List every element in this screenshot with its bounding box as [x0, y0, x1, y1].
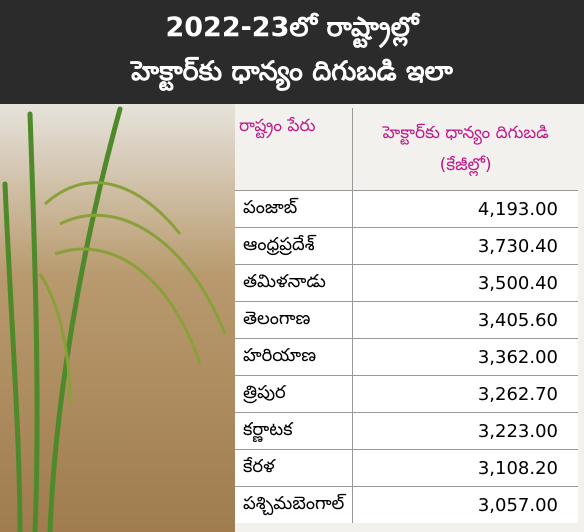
yield-cell: 4,193.00 — [352, 190, 578, 228]
table-row: పశ్చిమబెంగాల్ 3,057.00 — [235, 486, 578, 523]
state-cell: పశ్చిమబెంగాల్ — [235, 486, 353, 523]
table-row: హరియాణ 3,362.00 — [235, 338, 578, 376]
table-row: ఆంధ్రప్రదేశ్ 3,730.40 — [235, 227, 578, 265]
table-row: తమిళనాడు 3,500.40 — [235, 264, 578, 302]
table-row: తెలంగాణ 3,405.60 — [235, 301, 578, 339]
column-header: హెక్టార్‌కు ధాన్యం దిగుబడి (కేజీల్లో) — [352, 108, 578, 191]
yield-cell: 3,262.70 — [352, 375, 578, 413]
table-row: త్రిపుర 3,262.70 — [235, 375, 578, 413]
state-cell: తెలంగాణ — [235, 301, 353, 339]
yield-cell: 3,057.00 — [352, 486, 578, 523]
yield-cell: 3,362.00 — [352, 338, 578, 376]
state-cell: పంజాబ్ — [235, 190, 353, 228]
header: 2022-23లో రాష్ట్రాల్లో హెక్టార్‌కు ధాన్య… — [0, 0, 584, 104]
yield-cell: 3,223.00 — [352, 412, 578, 450]
title-line: 2022-23లో రాష్ట్రాల్లో — [165, 12, 419, 43]
yield-cell: 3,730.40 — [352, 227, 578, 265]
yield-cell: 3,500.40 — [352, 264, 578, 302]
table-row: పంజాబ్ 4,193.00 — [235, 190, 578, 228]
column-header: రాష్ట్రం పేరు — [239, 116, 316, 136]
title-line: హెక్టార్‌కు ధాన్యం దిగుబడి ఇలా — [131, 56, 453, 87]
table-row: కేరళ 3,108.20 — [235, 449, 578, 487]
yield-table: రాష్ట్రం పేరు హెక్టార్‌కు ధాన్యం దిగుబడి… — [235, 108, 578, 523]
state-cell: హరియాణ — [235, 338, 353, 376]
rice-illustration — [0, 104, 235, 532]
yield-cell: 3,108.20 — [352, 449, 578, 487]
state-cell: కేరళ — [235, 449, 353, 487]
yield-cell: 3,405.60 — [352, 301, 578, 339]
state-cell: ఆంధ్రప్రదేశ్ — [235, 227, 353, 265]
state-cell: తమిళనాడు — [235, 264, 353, 302]
state-cell: త్రిపుర — [235, 375, 353, 413]
table-row: కర్ణాటక 3,223.00 — [235, 412, 578, 450]
state-cell: కర్ణాటక — [235, 412, 353, 450]
